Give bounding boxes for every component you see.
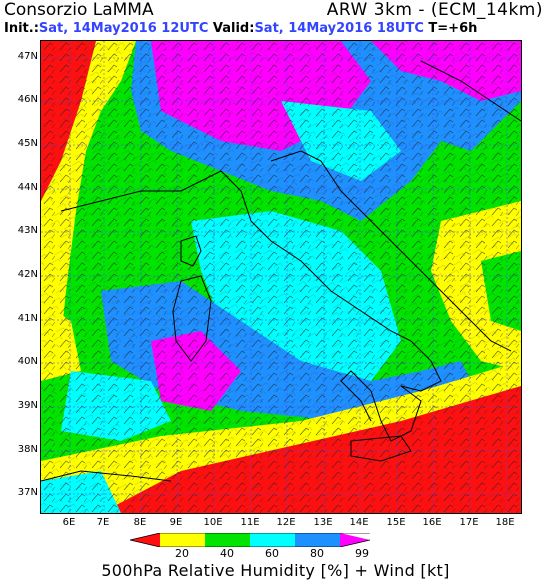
colorbar-tick: 20: [175, 547, 189, 560]
valid-label: Valid:: [212, 21, 255, 36]
colorbar-segment: [340, 533, 370, 547]
lat-label: 41N: [17, 313, 38, 324]
valid-value: Sat, 14May2016 18UTC: [254, 21, 424, 36]
colorbar: [129, 532, 420, 560]
lat-label: 45N: [17, 138, 38, 149]
lon-label: 18E: [495, 517, 515, 528]
colorbar-segment: [130, 533, 160, 547]
italy-west-coast: [60, 170, 442, 442]
wind-barbs-secondary: [41, 41, 521, 513]
italy-east-coast: [270, 150, 512, 352]
lat-label: 43N: [17, 225, 38, 236]
colorbar-svg: [129, 532, 371, 548]
lon-label: 12E: [276, 517, 296, 528]
lat-label: 39N: [17, 400, 38, 411]
lon-label: 17E: [459, 517, 479, 528]
lon-label: 6E: [62, 517, 76, 528]
lon-label: 9E: [169, 517, 183, 528]
lon-label: 16E: [422, 517, 442, 528]
coastlines: [41, 60, 521, 482]
lat-label: 47N: [17, 51, 38, 62]
lat-label: 44N: [17, 182, 38, 193]
sardinia-coast: [172, 275, 212, 362]
lead-time: T=+6h: [428, 21, 478, 36]
colorbar-segment: [160, 533, 205, 547]
latlon-grid: [41, 41, 521, 513]
model-title: ARW 3km - (ECM_14km): [326, 0, 543, 20]
lat-label: 40N: [17, 356, 38, 367]
colorbar-segment: [250, 533, 295, 547]
africa-coast: [41, 470, 172, 482]
adriatic-north-coast: [420, 60, 521, 122]
lon-label: 10E: [203, 517, 223, 528]
sicily-coast: [350, 435, 412, 462]
init-label: Init.:: [4, 21, 39, 36]
colorbar-tick: 80: [310, 547, 324, 560]
lat-label: 37N: [17, 487, 38, 498]
brand-title: Consorzio LaMMA: [4, 0, 154, 20]
colorbar-tick: 40: [220, 547, 234, 560]
lon-label: 15E: [386, 517, 406, 528]
colorbar-segment: [205, 533, 250, 547]
colorbar-segment: [295, 533, 340, 547]
lon-label: 7E: [96, 517, 110, 528]
lat-label: 38N: [17, 444, 38, 455]
corsica-coast: [180, 235, 202, 267]
colorbar-tick: 60: [265, 547, 279, 560]
init-value: Sat, 14May2016 12UTC: [38, 21, 209, 36]
forecast-map: [40, 40, 522, 514]
colorbar-tick: 99: [355, 547, 369, 560]
lat-label: 46N: [17, 94, 38, 105]
lon-label: 14E: [349, 517, 369, 528]
map-caption: 500hPa Relative Humidity [%] + Wind [kt]: [101, 561, 450, 580]
lon-label: 11E: [240, 517, 260, 528]
lon-label: 13E: [313, 517, 333, 528]
run-info-line: Init.:Sat, 14May2016 12UTC Valid:Sat, 14…: [4, 21, 477, 36]
lat-label: 42N: [17, 269, 38, 280]
map-canvas: [41, 41, 521, 513]
lon-label: 8E: [133, 517, 147, 528]
